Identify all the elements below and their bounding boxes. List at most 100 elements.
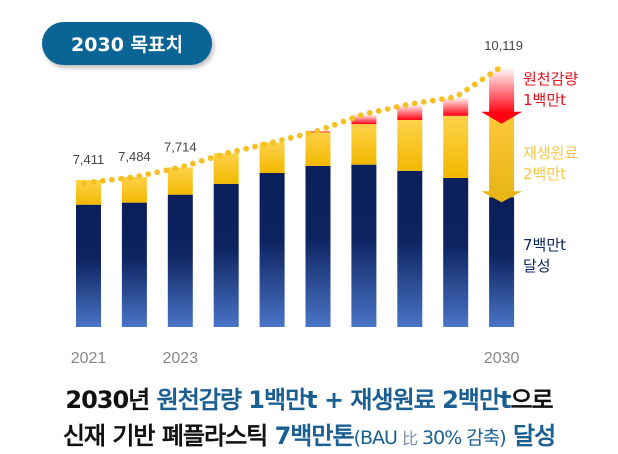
trend-dot <box>181 163 188 170</box>
annotation-virgin: 7백만t <box>523 236 566 254</box>
trend-dot <box>225 150 232 156</box>
trend-dot <box>402 102 409 108</box>
trend-dot <box>172 165 179 172</box>
trend-dot <box>118 175 124 182</box>
caption-achieve: 달성 <box>505 422 556 450</box>
caption-hanja: 比 <box>401 429 418 448</box>
trend-dot <box>190 160 196 167</box>
trend-dot <box>456 91 463 98</box>
bar-virgin-2029 <box>443 178 469 327</box>
total-label-2021: 7,411 <box>73 152 105 167</box>
annotation-virgin: 달성 <box>523 257 551 275</box>
trend-dot <box>305 130 312 137</box>
caption-line-2: 신재 기반 폐플라스틱 7백만톤(BAU 比 30% 감축) 달성 <box>0 416 618 451</box>
trend-dot <box>314 128 321 134</box>
bar-recycled-2025 <box>259 142 285 173</box>
annotation-reduction: 1백만t <box>523 91 566 109</box>
trend-dot <box>448 94 454 101</box>
bar-virgin-2028 <box>397 170 423 327</box>
trend-dot <box>357 112 364 119</box>
trend-dot <box>270 139 276 146</box>
trend-dot <box>366 109 373 116</box>
x-tick-2021: 2021 <box>71 350 107 367</box>
trend-dot <box>487 71 494 78</box>
trend-dot <box>216 152 223 159</box>
trend-dot <box>471 81 478 88</box>
total-label-2030: 10,119 <box>484 38 523 53</box>
trend-dot <box>261 141 267 148</box>
caption-bau-open: (BAU <box>353 427 402 449</box>
trend-dot <box>349 115 356 122</box>
bar-virgin-2027 <box>351 164 377 327</box>
bar-virgin-2026 <box>305 165 331 327</box>
caption-reduction: 30% 감축) <box>416 427 507 449</box>
bar-recycled-2024 <box>213 153 239 184</box>
trend-dot <box>393 104 400 110</box>
caption-suffix: 으로 <box>510 386 553 414</box>
bar-virgin-2021 <box>76 204 101 327</box>
trend-dot <box>340 118 347 125</box>
total-label-2023: 7,714 <box>164 139 197 154</box>
bar-reduction-2027 <box>351 114 377 125</box>
bar-virgin-2024 <box>213 183 239 327</box>
trend-dot <box>278 137 285 143</box>
trend-dot <box>494 66 501 73</box>
trend-dot <box>99 177 106 184</box>
bar-recycled-2029 <box>443 115 469 179</box>
trend-dot <box>323 124 330 131</box>
trend-dot <box>464 86 470 93</box>
caption-target: 7백만톤 <box>274 422 355 450</box>
trend-dot <box>420 99 427 105</box>
trend-dot <box>439 96 445 103</box>
trend-dot <box>127 174 134 181</box>
bar-virgin-2030 <box>489 197 515 327</box>
trend-dot <box>479 76 486 83</box>
bar-recycled-2021 <box>76 180 101 205</box>
trend-dot <box>287 134 294 141</box>
caption-year: 2030년 <box>65 386 157 414</box>
annotation-recycled: 재생원료 <box>523 144 578 162</box>
annotation-recycled: 2백만t <box>523 165 566 183</box>
caption-subject: 신재 기반 폐플라스틱 <box>62 422 275 450</box>
total-label-2022: 7,484 <box>118 149 151 164</box>
trend-dot <box>411 100 418 107</box>
bar-reduction-2030 <box>489 67 515 114</box>
bar-recycled-2027 <box>351 124 377 165</box>
trend-dot <box>429 97 436 104</box>
bar-recycled-2028 <box>397 119 423 171</box>
bar-virgin-2023 <box>167 194 193 327</box>
trend-dot <box>163 167 170 174</box>
trend-dot <box>252 143 258 150</box>
trend-dot <box>108 176 115 183</box>
bar-recycled-2030 <box>489 113 515 198</box>
trend-dot <box>154 169 161 176</box>
reduction-arrow-icon <box>481 111 523 124</box>
trend-dot <box>375 108 382 114</box>
bar-reduction-2029 <box>443 97 469 116</box>
recycled-arrow-icon <box>481 191 523 203</box>
trend-dot <box>331 121 338 128</box>
caption-line-1: 2030년 원천감량 1백만t + 재생원료 2백만t으로 <box>0 380 618 415</box>
x-tick-2030: 2030 <box>484 350 520 367</box>
trend-dot <box>81 180 88 186</box>
trend-dot <box>296 132 303 139</box>
trend-dot <box>198 157 205 164</box>
trend-dot <box>207 155 214 162</box>
trend-dot <box>90 179 97 185</box>
trend-dot <box>234 147 241 154</box>
trend-dot <box>145 171 152 178</box>
caption-highlight: 원천감량 1백만t + 재생원료 2백만t <box>156 386 512 414</box>
bar-recycled-2022 <box>121 177 147 203</box>
target-badge: 2030 목표치 <box>42 22 212 65</box>
annotation-reduction: 원천감량 <box>523 70 578 88</box>
x-tick-2023: 2023 <box>163 350 199 367</box>
bar-virgin-2025 <box>259 172 285 327</box>
bar-virgin-2022 <box>121 202 147 327</box>
trend-dot <box>384 106 391 112</box>
trend-dot <box>243 145 249 152</box>
bar-reduction-2028 <box>397 104 423 120</box>
trend-dot <box>136 173 143 179</box>
bar-recycled-2026 <box>305 131 331 166</box>
bar-recycled-2023 <box>167 167 193 195</box>
stacked-bar-chart: 2021 7,411 7,484 2023 7,714 2030 10,119 원천감량 1백만… <box>71 38 579 367</box>
